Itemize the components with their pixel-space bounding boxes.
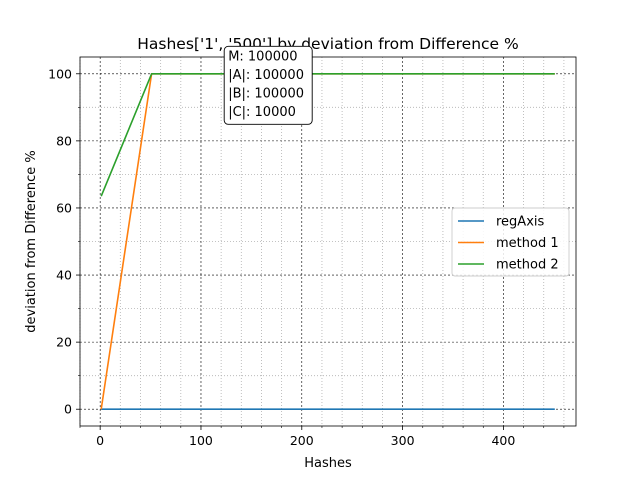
x-tick-label: 300 <box>391 433 415 448</box>
x-tick-label: 200 <box>290 433 314 448</box>
annotation-line: M: 100000 <box>228 49 297 64</box>
x-axis-label: Hashes <box>304 456 352 471</box>
annotation-line: |A|: 100000 <box>228 68 304 83</box>
legend-label: regAxis <box>496 215 545 230</box>
legend-box <box>451 207 570 277</box>
x-tick-label: 100 <box>189 433 213 448</box>
x-tick-label: 0 <box>96 433 104 448</box>
annotation-line: |C|: 10000 <box>228 105 296 120</box>
y-tick-label: 100 <box>48 66 72 81</box>
annotation-box <box>223 45 313 125</box>
axes-frame <box>79 56 577 427</box>
legend-label: method 2 <box>496 258 559 273</box>
x-tick-label: 400 <box>491 433 515 448</box>
y-tick-label: 20 <box>56 335 72 350</box>
y-tick-label: 60 <box>56 200 72 215</box>
y-tick-label: 40 <box>56 268 72 283</box>
legend-label: method 1 <box>496 236 559 251</box>
y-axis-label: deviation from Difference % <box>24 150 39 332</box>
annotation-line: |B|: 100000 <box>228 86 304 101</box>
y-tick-label: 80 <box>56 133 72 148</box>
chart-title: Hashes['1', '500'] by deviation from Dif… <box>137 35 519 53</box>
series-line-method-2 <box>100 73 555 197</box>
plot-area: 0 100 200 300 400 0 20 40 60 80 100 M: 100000 |A|: 1… <box>48 45 577 448</box>
y-tick-label: 0 <box>64 402 72 417</box>
